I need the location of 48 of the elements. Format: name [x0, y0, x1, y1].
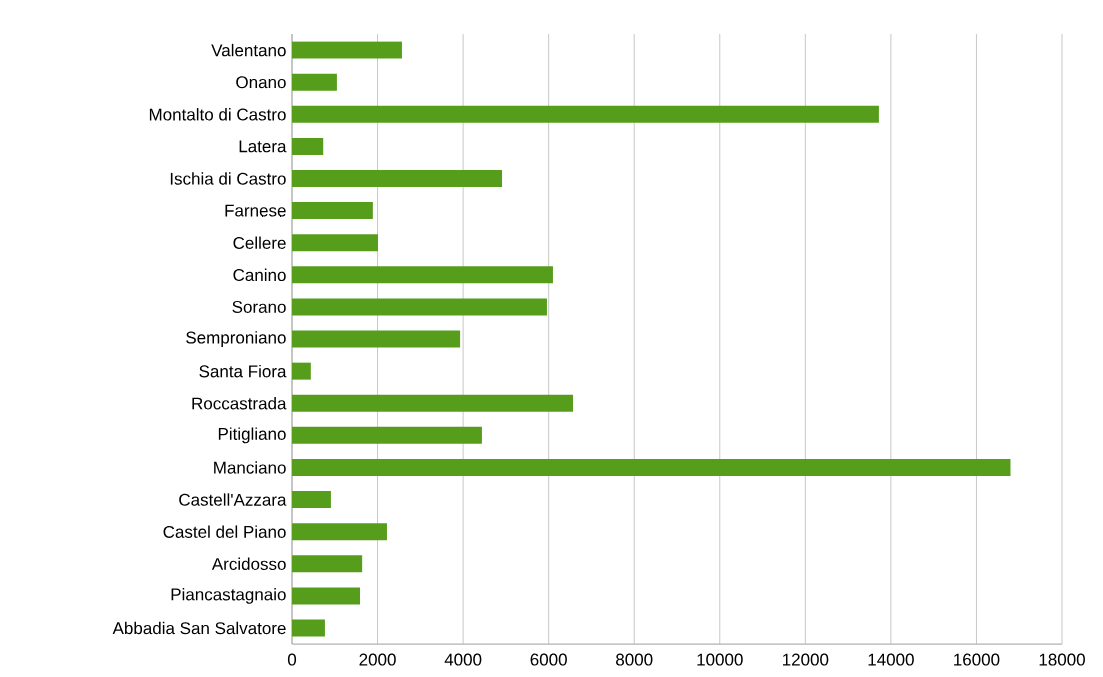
x-tick-label: 2000: [359, 653, 396, 666]
bar: [292, 491, 331, 509]
y-tick-label: Onano: [236, 76, 286, 89]
y-tick-label: Arcidosso: [211, 557, 286, 571]
y-tick-label: Valentano: [211, 43, 286, 57]
y-tick-label: Sorano: [232, 300, 286, 313]
y-tick-label: Castell'Azzara: [179, 493, 287, 506]
y-tick-label: Santa Fiora: [199, 364, 287, 378]
bar: [292, 298, 547, 316]
bar: [292, 41, 402, 59]
bar: [292, 587, 361, 605]
bar: [292, 523, 387, 541]
x-tick-label: 16000: [954, 653, 1000, 666]
y-tick-label: Semproniano: [186, 331, 286, 347]
bar: [292, 330, 461, 348]
x-tick-label: 0: [287, 653, 297, 666]
bar: [292, 362, 311, 380]
y-tick-label: Montalto di Castro: [149, 108, 286, 121]
bar: [292, 458, 1011, 476]
y-tick-label: Manciano: [214, 461, 286, 474]
x-tick-label: 12000: [783, 653, 829, 666]
bar: [292, 426, 482, 444]
y-tick-label: Castel del Piano: [163, 525, 286, 538]
y-tick-label: Canino: [233, 268, 286, 282]
y-tick-label: Ischia di Castro: [170, 172, 286, 185]
x-tick-label: 4000: [444, 653, 482, 666]
y-tick-label: Farnese: [225, 204, 286, 217]
bar: [292, 266, 553, 284]
y-tick-label: Piancastagnaio: [171, 587, 286, 604]
bar: [292, 394, 574, 412]
y-tick-label: Pitigliano: [218, 427, 286, 444]
y-tick-label: Cellere: [233, 236, 286, 249]
x-tick-label: 10000: [697, 653, 743, 666]
bar: [292, 202, 373, 220]
bar: [292, 170, 503, 188]
x-tick-label: 8000: [616, 653, 653, 666]
bar: [292, 105, 879, 123]
x-tick-label: 18000: [1039, 653, 1085, 666]
bar: [292, 73, 337, 91]
y-tick-label: Roccastrada: [192, 397, 287, 410]
y-tick-label: Abbadia San Salvatore: [112, 621, 286, 635]
y-tick-label: Latera: [239, 140, 287, 153]
bar: [292, 555, 363, 573]
bar: [292, 234, 378, 252]
bar: [292, 619, 325, 637]
x-tick-label: 6000: [530, 653, 567, 666]
x-tick-label: 14000: [868, 653, 914, 666]
bar: [292, 137, 324, 155]
